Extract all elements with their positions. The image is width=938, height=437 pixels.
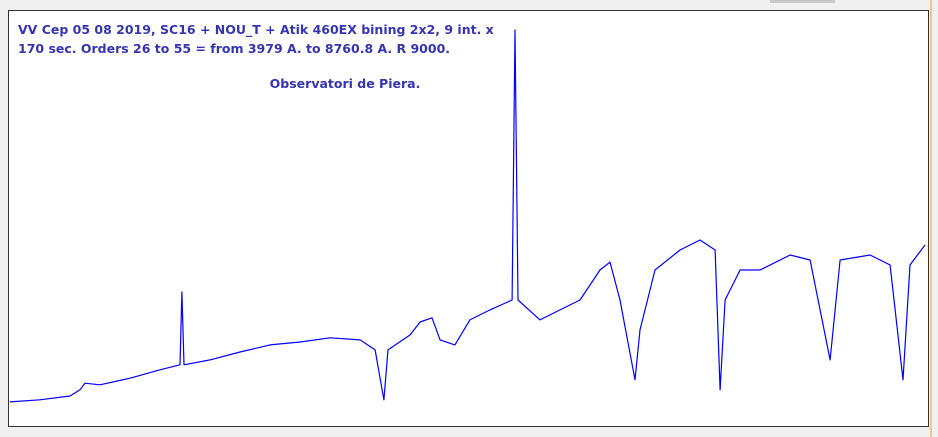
title-line: 170 sec. Orders 26 to 55 = from 3979 A. … <box>18 41 450 56</box>
spectrum-line <box>9 29 926 403</box>
plot-area <box>8 10 929 427</box>
tab <box>770 0 835 3</box>
title-line: VV Cep 05 08 2019, SC16 + NOU_T + Atik 4… <box>18 22 494 38</box>
annotation: Observatori de Piera. <box>270 76 421 91</box>
